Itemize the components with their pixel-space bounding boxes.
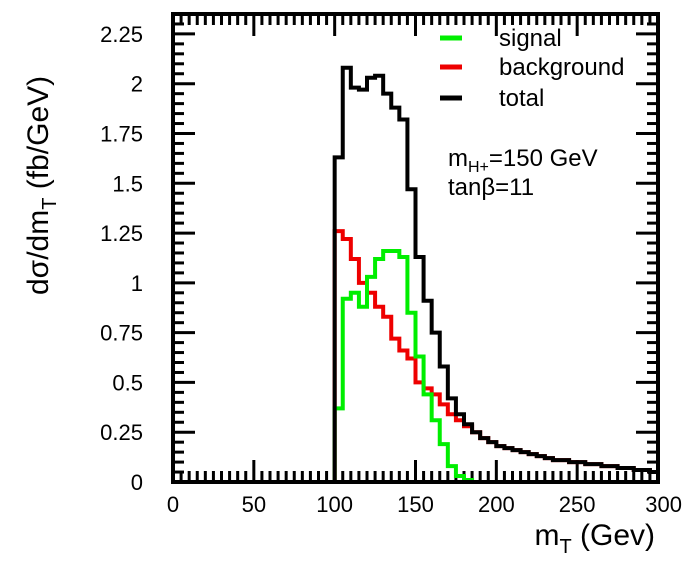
x-tick-label: 150 [397, 492, 434, 517]
y-tick-label: 0.25 [100, 420, 143, 445]
y-tick-label: 0 [131, 470, 143, 495]
y-tick-label: 2 [131, 72, 143, 97]
legend-label-background: background [499, 54, 624, 81]
legend: signal background total [440, 25, 624, 112]
tick-labels: 0 50 100 150 200 250 300 0 0.25 0.5 0.75 1 1.25 1.5 1.… [100, 22, 682, 517]
x-tick-label: 0 [167, 492, 179, 517]
y-tick-label: 1.75 [100, 121, 143, 146]
y-tick-label: 1.25 [100, 221, 143, 246]
x-tick-label: 200 [478, 492, 515, 517]
y-axis-title: dσ/dmT (fb/GeV) [22, 76, 61, 295]
y-tick-label: 1 [131, 271, 143, 296]
legend-label-signal: signal [499, 25, 562, 52]
x-tick-label: 50 [242, 492, 266, 517]
plot-frame [171, 12, 660, 484]
y-tick-label: 0.75 [100, 321, 143, 346]
x-axis-title: mT (Gev) [534, 519, 655, 558]
annotation-mass: mH+=150 GeV [448, 145, 598, 176]
x-tick-label: 100 [316, 492, 353, 517]
y-tick-label: 1.5 [112, 171, 143, 196]
x-tick-label: 250 [559, 492, 596, 517]
annotation-tanbeta: tanβ=11 [448, 174, 534, 201]
y-tick-label: 2.25 [100, 22, 143, 47]
y-tick-label: 0.5 [112, 370, 143, 395]
x-tick-label: 300 [645, 492, 682, 517]
series-total-histogram [332, 65, 658, 482]
legend-label-total: total [499, 85, 544, 112]
